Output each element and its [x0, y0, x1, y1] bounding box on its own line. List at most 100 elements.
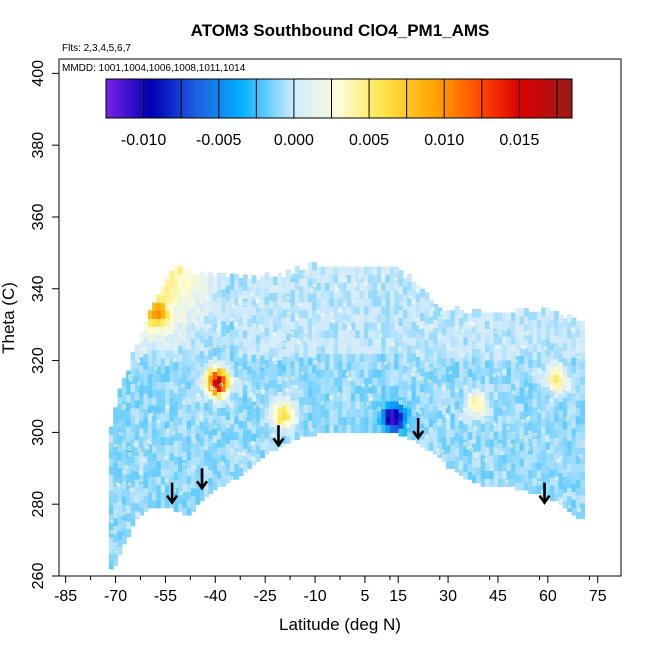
heatmap-cell	[191, 448, 196, 457]
heatmap-cell	[489, 399, 495, 408]
heatmap-cell	[450, 310, 456, 319]
heatmap-cell	[165, 357, 170, 367]
heatmap-cell	[562, 357, 568, 367]
heatmap-cell	[117, 467, 123, 477]
data-point	[236, 451, 241, 456]
heatmap-cell	[178, 440, 183, 449]
heatmap-cell	[178, 337, 183, 347]
heatmap-cell	[238, 380, 244, 390]
heatmap-cell	[182, 475, 188, 484]
heatmap-cell	[203, 418, 209, 427]
heatmap-cell	[199, 382, 205, 391]
heatmap-cell	[355, 416, 361, 426]
heatmap-cell	[286, 340, 292, 349]
heatmap-cell	[363, 290, 369, 299]
data-point	[436, 451, 441, 455]
heatmap-cell	[571, 428, 577, 437]
heatmap-cell	[502, 446, 508, 456]
heatmap-cell	[350, 298, 356, 307]
heatmap-cell	[268, 308, 274, 317]
heatmap-cell	[234, 336, 240, 346]
heatmap-cell	[212, 395, 218, 404]
data-point	[427, 379, 431, 383]
heatmap-cell	[134, 400, 140, 409]
heatmap-cell	[450, 413, 456, 422]
x-tick-label: -70	[104, 588, 127, 605]
heatmap-cell	[199, 397, 205, 407]
heatmap-cell	[424, 308, 430, 317]
heatmap-cell	[493, 391, 499, 400]
data-point	[136, 359, 141, 364]
heatmap-cell	[268, 371, 274, 380]
heatmap-cell	[424, 379, 430, 388]
heatmap-cell	[247, 436, 253, 446]
heatmap-cell	[428, 347, 434, 357]
heatmap-cell	[255, 342, 261, 352]
heatmap-cell	[441, 311, 447, 320]
heatmap-cell	[502, 470, 508, 479]
heatmap-cell	[463, 439, 469, 449]
heatmap-cell	[441, 334, 447, 344]
heatmap-cell	[290, 360, 296, 370]
data-point	[331, 319, 336, 324]
heatmap-cell	[286, 316, 292, 326]
heatmap-cell	[229, 415, 235, 425]
data-point	[234, 377, 239, 382]
heatmap-cell	[208, 398, 214, 408]
heatmap-cell	[191, 290, 196, 299]
heatmap-cell	[558, 456, 564, 466]
heatmap-cell	[212, 371, 218, 380]
heatmap-cell	[221, 391, 227, 400]
heatmap-cell	[554, 318, 560, 328]
heatmap-cell	[502, 415, 508, 424]
heatmap-cell	[558, 464, 564, 474]
heatmap-cell	[502, 438, 508, 448]
heatmap-cell	[255, 311, 261, 320]
heatmap-cell	[571, 412, 577, 421]
heatmap-cell	[242, 313, 248, 323]
heatmap-cell	[113, 502, 119, 511]
heatmap-cell	[178, 471, 183, 481]
heatmap-cell	[381, 408, 387, 418]
heatmap-cell	[130, 367, 136, 377]
heatmap-cell	[437, 331, 443, 340]
heatmap-cell	[303, 372, 309, 382]
heatmap-cell	[476, 372, 482, 381]
heatmap-cell	[268, 426, 274, 436]
heatmap-cell	[376, 290, 382, 299]
heatmap-cell	[523, 395, 529, 404]
heatmap-cell	[549, 382, 555, 391]
heatmap-cell	[528, 382, 534, 392]
y-tick-label: 260	[30, 563, 47, 590]
heatmap-cell	[281, 277, 287, 286]
heatmap-cell	[476, 451, 482, 460]
heatmap-cell	[212, 410, 218, 420]
heatmap-cell	[225, 443, 231, 452]
data-point	[538, 369, 542, 374]
heatmap-cell	[567, 377, 573, 386]
heatmap-cell	[203, 315, 209, 324]
heatmap-cell	[208, 374, 214, 384]
heatmap-cell	[580, 486, 586, 496]
heatmap-cell	[303, 293, 309, 303]
heatmap-cell	[545, 394, 551, 403]
heatmap-cell	[165, 468, 170, 477]
heatmap-cell	[480, 359, 486, 369]
heatmap-cell	[165, 444, 170, 454]
heatmap-cell	[554, 382, 560, 391]
heatmap-cell	[126, 433, 132, 443]
heatmap-cell	[567, 400, 573, 410]
data-point	[567, 387, 572, 392]
y-tick-label: 380	[30, 132, 47, 159]
heatmap-cell	[316, 321, 322, 331]
data-point	[496, 372, 501, 376]
data-point	[500, 451, 505, 455]
heatmap-cell	[385, 424, 391, 433]
heatmap-cell	[212, 284, 218, 293]
heatmap-cell	[433, 311, 439, 321]
heatmap-cell	[173, 290, 179, 299]
data-point	[469, 447, 474, 451]
data-point	[494, 330, 499, 334]
heatmap-cell	[208, 485, 214, 495]
heatmap-cell	[225, 285, 231, 294]
